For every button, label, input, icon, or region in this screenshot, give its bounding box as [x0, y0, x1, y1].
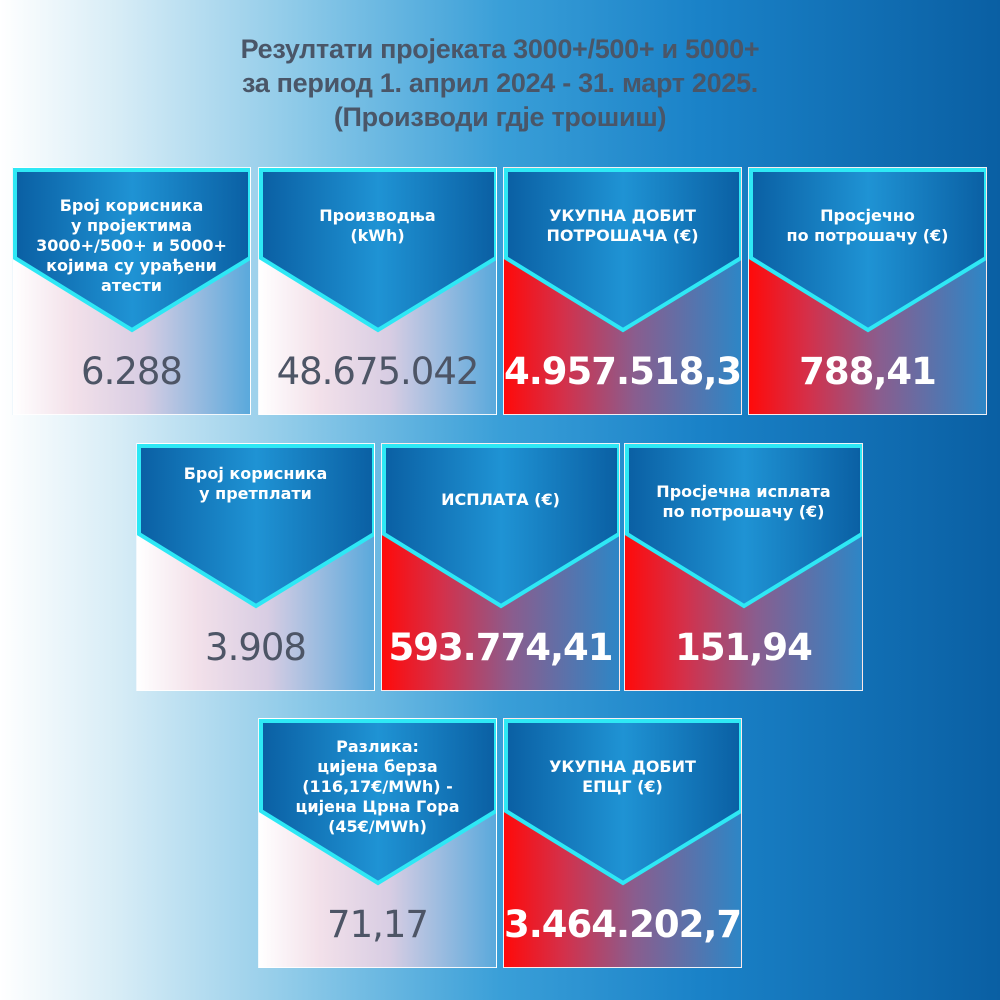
card-label: Број корисника у пројектима 3000+/500+ и…	[36, 196, 227, 295]
pentagon-header-shape	[504, 719, 741, 886]
card-total-consumer-profit: УКУПНА ДОБИТ ПОТРОШАЧА (€) 4.957.518,36	[503, 167, 742, 415]
card-value: 593.774,41	[388, 626, 613, 669]
card-label: Просјечна исплата по потрошачу (€)	[656, 482, 831, 521]
pentagon-header-shape	[13, 168, 250, 333]
card-users-with-certificates: Број корисника у пројектима 3000+/500+ и…	[12, 167, 251, 415]
title-line-3: (Производи гдје трошиш)	[333, 102, 667, 132]
pentagon-header-shape	[259, 719, 496, 886]
card-value: 48.675.042	[276, 350, 480, 393]
card-payout: ИСПЛАТА (€) 593.774,41	[381, 443, 620, 691]
card-average-payout-per-consumer: Просјечна исплата по потрошачу (€) 151,9…	[624, 443, 863, 691]
card-label: Просјечно по потрошачу (€)	[786, 206, 949, 245]
card-value: 3.464.202,72	[504, 903, 742, 946]
pentagon-header-shape	[749, 168, 986, 333]
card-price-difference: Разлика: цијена берза (116,17€/MWh) - ци…	[258, 718, 497, 968]
pentagon-header-shape	[382, 444, 619, 609]
pentagon-header-shape	[504, 168, 741, 333]
card-label: ИСПЛАТА (€)	[441, 490, 560, 509]
pentagon-header-shape	[625, 444, 862, 609]
pentagon-header-shape	[137, 444, 374, 609]
card-production-kwh: Производња (kWh) 48.675.042	[258, 167, 497, 415]
card-value: 151,94	[675, 626, 813, 669]
title-line-1: Резултати пројеката 3000+/500+ и 5000+	[240, 34, 760, 64]
card-subscription-users: Број корисника у претплати 3.908	[136, 443, 375, 691]
card-value: 71,17	[327, 903, 429, 946]
pentagon-header-shape	[259, 168, 496, 333]
title-line-2: за период 1. април 2024 - 31. март 2025.	[241, 68, 759, 98]
infographic-title: Резултати пројеката 3000+/500+ и 5000+ з…	[0, 32, 1000, 134]
card-average-per-consumer: Просјечно по потрошачу (€) 788,41	[748, 167, 987, 415]
card-label: Разлика: цијена берза (116,17€/MWh) - ци…	[295, 737, 460, 836]
card-label: УКУПНА ДОБИТ ЕПЦГ (€)	[549, 757, 696, 796]
card-value: 6.288	[81, 350, 183, 393]
card-total-epcg-profit: УКУПНА ДОБИТ ЕПЦГ (€) 3.464.202,72	[503, 718, 742, 968]
card-value: 4.957.518,36	[504, 350, 742, 393]
card-value: 788,41	[799, 350, 937, 393]
card-label: УКУПНА ДОБИТ ПОТРОШАЧА (€)	[546, 206, 699, 245]
card-value: 3.908	[205, 626, 307, 669]
card-label: Производња (kWh)	[319, 206, 436, 245]
card-label: Број корисника у претплати	[183, 464, 328, 503]
